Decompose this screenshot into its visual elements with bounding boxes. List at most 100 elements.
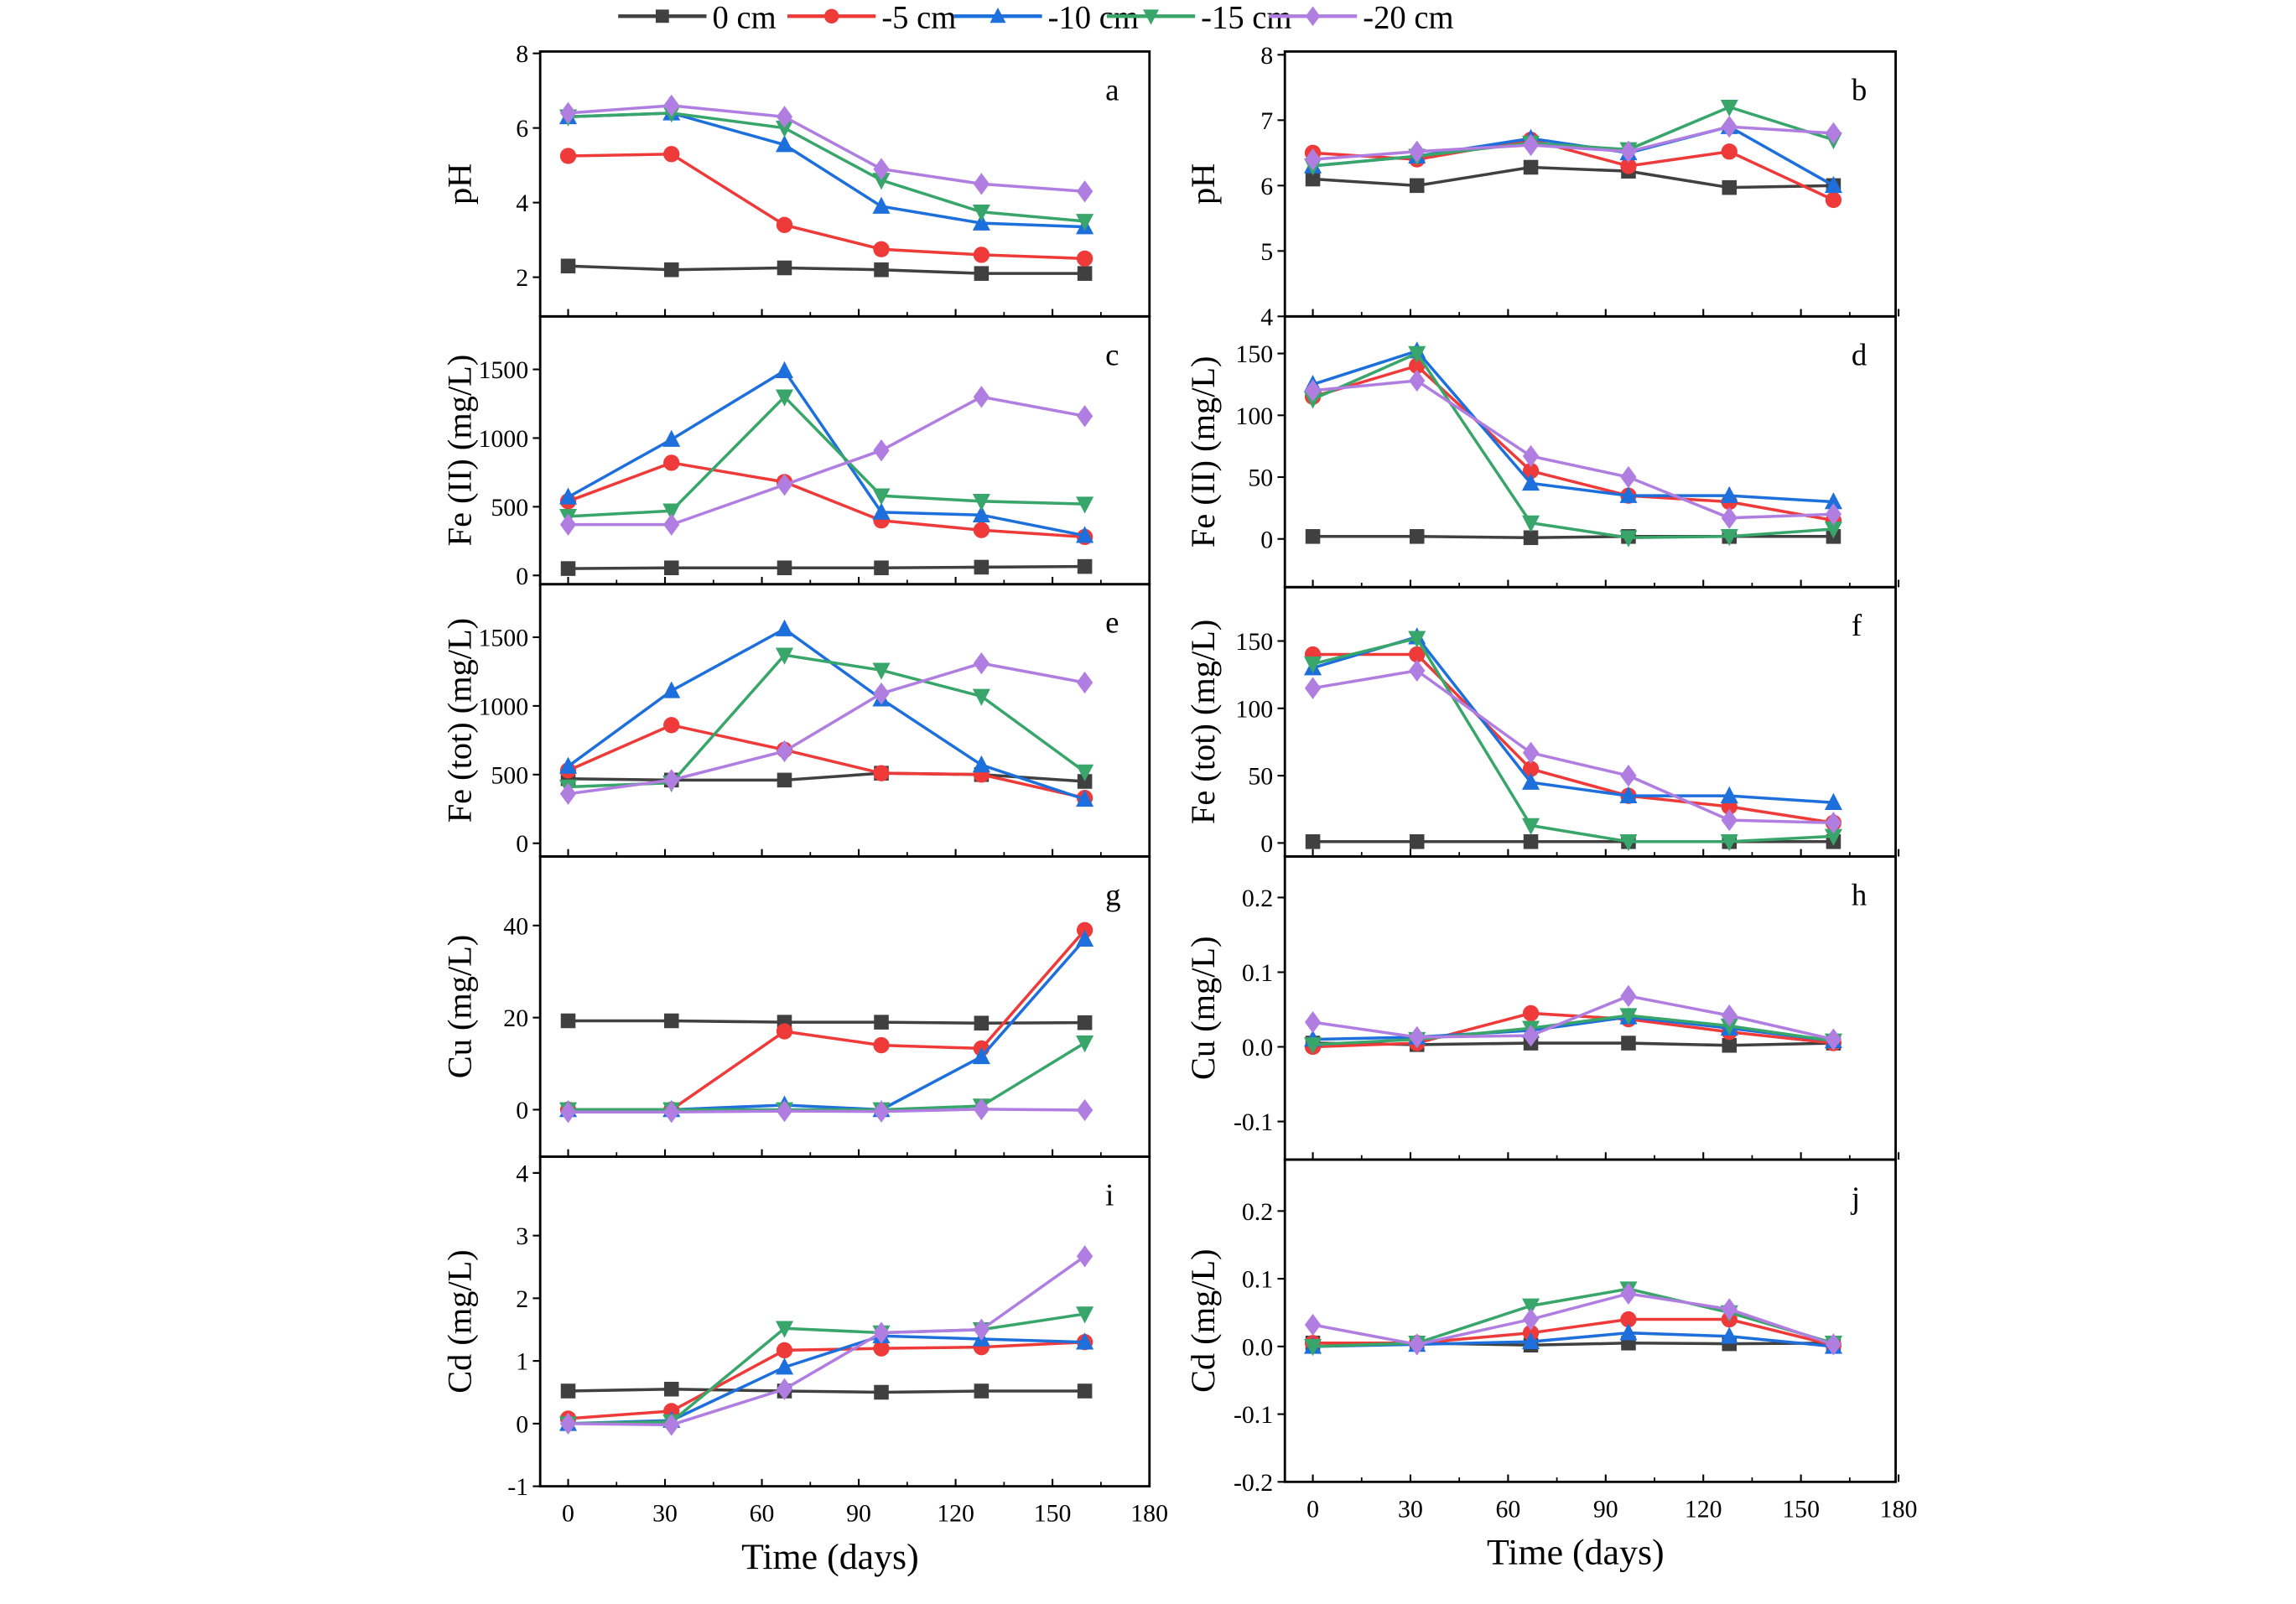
series-line bbox=[568, 264, 1085, 275]
data-point bbox=[775, 361, 794, 378]
data-point bbox=[1522, 760, 1540, 777]
series-15cmcm bbox=[558, 106, 1094, 231]
series-20cmcm bbox=[559, 94, 1093, 203]
data-point bbox=[1721, 1004, 1738, 1027]
y-axis-label: Fe (II) (mg/L) bbox=[441, 355, 479, 547]
data-point bbox=[776, 1023, 793, 1040]
data-point bbox=[1522, 473, 1540, 491]
data-point bbox=[872, 502, 891, 520]
y-tick-label: 0 bbox=[516, 1097, 528, 1124]
data-point bbox=[1722, 1037, 1738, 1053]
data-point bbox=[1408, 345, 1426, 363]
y-tick-label: -0.1 bbox=[1234, 1108, 1273, 1136]
data-point bbox=[973, 1098, 990, 1121]
series-line bbox=[568, 394, 1085, 518]
data-point bbox=[873, 158, 890, 180]
data-point bbox=[663, 262, 679, 278]
data-point bbox=[1620, 764, 1637, 787]
data-point bbox=[1409, 529, 1425, 544]
data-point bbox=[1522, 1004, 1540, 1022]
data-point bbox=[1304, 1037, 1322, 1055]
panel-letter: c bbox=[1105, 337, 1119, 371]
data-point bbox=[776, 106, 793, 128]
y-tick-label: 4 bbox=[516, 189, 528, 217]
data-point bbox=[1620, 1311, 1637, 1328]
data-point bbox=[1409, 833, 1425, 849]
data-point bbox=[1076, 1098, 1093, 1122]
y-tick-label: 6 bbox=[516, 115, 528, 143]
legend-item: -20 cm bbox=[1268, 0, 1454, 35]
data-point bbox=[1522, 1298, 1540, 1316]
data-point bbox=[663, 1381, 679, 1397]
panel-h: -0.1 0.0 0.1 0.2 Cu (mg/L) h bbox=[1184, 855, 1900, 1161]
data-point bbox=[872, 662, 891, 680]
series-line bbox=[1312, 1292, 1834, 1347]
series-line bbox=[568, 653, 1086, 789]
data-point bbox=[1522, 463, 1540, 480]
data-point bbox=[1522, 818, 1540, 835]
legend-item: 0 cm bbox=[618, 0, 777, 35]
data-point bbox=[560, 1383, 576, 1399]
y-tick-label: 0.1 bbox=[1242, 1266, 1273, 1294]
data-point bbox=[1722, 179, 1738, 195]
panel-frame bbox=[538, 1155, 1151, 1488]
y-tick-label: 8 bbox=[1260, 42, 1273, 70]
data-point bbox=[1824, 492, 1842, 510]
data-point bbox=[663, 769, 680, 792]
legend: 0 cm -5 cm -10 cm -15 cm -20 cm bbox=[618, 0, 1454, 35]
data-point bbox=[560, 258, 576, 274]
data-point bbox=[1077, 558, 1093, 574]
data-point bbox=[776, 1099, 793, 1123]
series-line bbox=[568, 112, 1085, 229]
legend-marker-diamond bbox=[1305, 6, 1321, 27]
data-point bbox=[1720, 99, 1738, 117]
x-tick-label: 30 bbox=[652, 1500, 678, 1528]
data-point bbox=[1304, 1010, 1322, 1034]
data-point bbox=[874, 560, 889, 576]
data-point bbox=[1076, 526, 1094, 543]
series-line bbox=[1312, 364, 1834, 522]
y-tick-label: 0 bbox=[516, 830, 528, 858]
data-point bbox=[874, 262, 889, 278]
y-tick-label: 7 bbox=[1260, 107, 1273, 135]
data-point bbox=[1409, 1025, 1426, 1049]
data-point bbox=[972, 213, 990, 231]
data-point bbox=[873, 1100, 890, 1123]
series-line bbox=[1312, 379, 1834, 520]
series-line bbox=[1312, 125, 1835, 187]
legend-marker-triangle-up bbox=[990, 8, 1006, 23]
x-tick-label: 120 bbox=[937, 1500, 974, 1528]
data-point bbox=[1076, 1036, 1094, 1053]
panel-letter: a bbox=[1105, 72, 1119, 106]
series-line bbox=[1312, 994, 1834, 1041]
data-point bbox=[1076, 1332, 1094, 1350]
series-5cmcm bbox=[1304, 646, 1842, 831]
series-5cmcm bbox=[559, 146, 1093, 267]
series-line bbox=[1312, 349, 1834, 504]
series-line bbox=[568, 1041, 1086, 1112]
data-point bbox=[663, 454, 680, 471]
data-point bbox=[775, 647, 794, 665]
data-point bbox=[1304, 657, 1322, 674]
series-0cmcm bbox=[560, 558, 1093, 576]
series-10cmcm bbox=[558, 1326, 1094, 1431]
y-axis-label: Fe (tot) (mg/L) bbox=[441, 618, 479, 823]
y-tick-label: 500 bbox=[491, 494, 528, 522]
data-point bbox=[1077, 1015, 1093, 1030]
data-point bbox=[1620, 465, 1637, 489]
panel-j: -0.2 -0.1 0.0 0.1 0.2 0 30 60 90 120 150 180 Time (d… bbox=[1184, 1158, 1917, 1573]
data-point bbox=[1409, 1333, 1426, 1356]
series-line bbox=[1312, 668, 1834, 825]
y-tick-label: 150 bbox=[1235, 628, 1273, 656]
data-point bbox=[1825, 1028, 1842, 1051]
y-axis-label: Cd (mg/L) bbox=[441, 1249, 479, 1394]
series-0cmcm bbox=[560, 258, 1093, 281]
data-point bbox=[972, 204, 990, 222]
x-axis-label: Time (days) bbox=[741, 1537, 919, 1577]
data-point bbox=[1076, 214, 1094, 231]
data-point bbox=[1824, 792, 1842, 810]
data-point bbox=[1304, 379, 1322, 402]
data-point bbox=[1721, 808, 1738, 832]
series-15cmcm bbox=[1304, 631, 1842, 852]
